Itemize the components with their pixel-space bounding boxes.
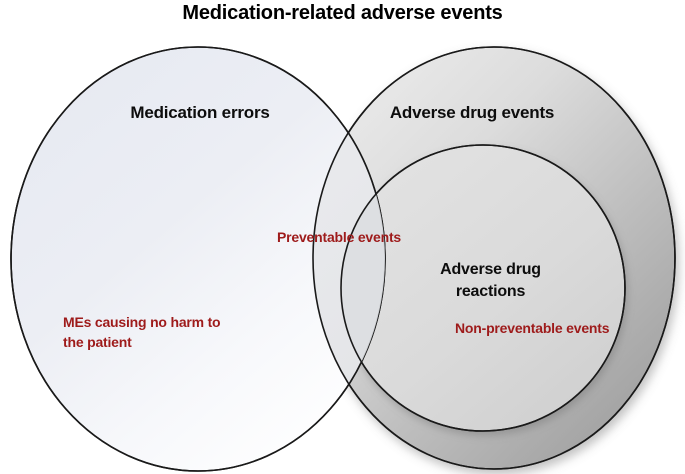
label-non-preventable-events: Non-preventable events — [455, 320, 610, 336]
label-adverse-drug-reactions: Adverse drug reactions — [440, 261, 541, 300]
adverse-drug-reactions-outline — [340, 144, 626, 432]
page-title: Medication-related adverse events — [182, 2, 503, 24]
label-preventable-events: Preventable events — [276, 229, 402, 245]
adverse-drug-events-outline — [312, 46, 676, 470]
label-medication-errors: Medication errors — [130, 103, 270, 122]
label-mes-causing-no-harm: MEs causing no harm to the patient — [63, 314, 221, 351]
label-adverse-drug-events: Adverse drug events — [389, 103, 555, 122]
